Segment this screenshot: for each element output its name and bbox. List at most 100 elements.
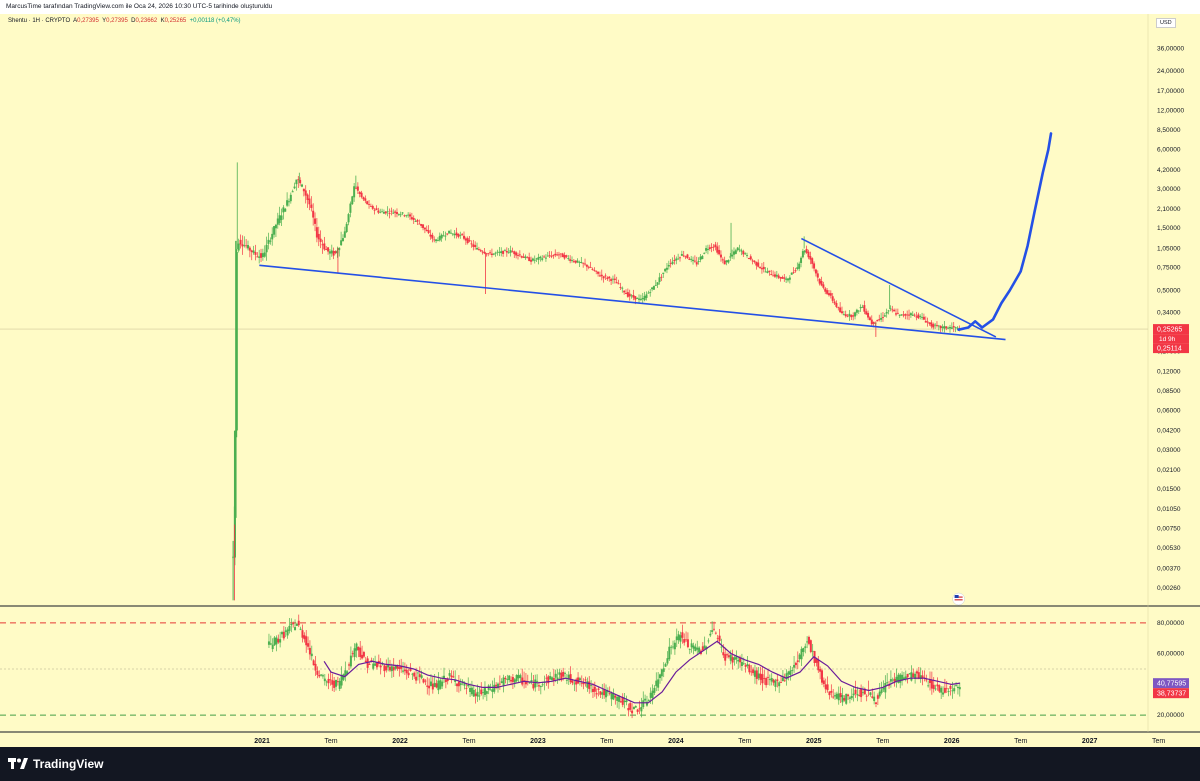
rsi-bar-body — [858, 695, 861, 696]
candle-body — [746, 255, 749, 256]
rsi-bar-body — [532, 683, 535, 689]
candle-body — [803, 250, 806, 253]
rsi-bar-body — [698, 647, 701, 653]
candle-body — [649, 292, 652, 294]
candle-body — [470, 243, 473, 245]
candle-body — [448, 230, 451, 234]
candle-body — [507, 252, 510, 254]
candle-body — [917, 314, 920, 319]
rsi-bar-body — [945, 688, 948, 690]
price-axis-tick-label: 1,50000 — [1157, 225, 1181, 232]
candle-body — [464, 238, 467, 241]
rsi-bar-body — [364, 660, 367, 662]
price-axis-tick-label: 0,01500 — [1157, 486, 1181, 493]
close-label: K — [160, 18, 165, 24]
candle-body — [366, 201, 369, 205]
rsi-bar-body — [692, 645, 695, 649]
rsi-bar-body — [919, 675, 922, 680]
rsi-bar-body — [513, 679, 516, 683]
candle-body — [904, 314, 907, 316]
candle-body — [485, 253, 488, 255]
rsi-bar-body — [338, 680, 341, 689]
price-axis-tick-label: 0,34000 — [1157, 309, 1181, 316]
candle-body — [466, 238, 469, 244]
candle-body — [524, 256, 527, 259]
candle-body — [896, 312, 899, 314]
candle-body — [427, 230, 430, 233]
rsi-bar-body — [791, 669, 794, 671]
rsi-bar-body — [305, 636, 308, 646]
price-axis-tick-label: 0,50000 — [1157, 287, 1181, 294]
tradingview-logo[interactable]: TradingView — [8, 757, 103, 771]
candle-body — [502, 250, 505, 254]
candle-body — [941, 326, 944, 328]
candle-body — [261, 253, 264, 258]
rsi-bar-body — [644, 698, 647, 701]
rsi-bar-body — [618, 696, 621, 702]
candle-body — [908, 314, 911, 316]
rsi-bar-body — [323, 678, 326, 682]
candle-body — [673, 259, 676, 262]
candle-body — [600, 274, 603, 277]
rsi-bar-body — [521, 677, 524, 685]
rsi-bar-body — [362, 652, 365, 657]
rsi-bar-body — [275, 637, 278, 645]
candle-body — [926, 321, 929, 323]
candle-body — [656, 282, 659, 285]
candle-body — [623, 290, 626, 293]
candle-body — [809, 256, 812, 260]
rsi-bar-body — [394, 665, 397, 669]
candle-body — [550, 255, 553, 257]
time-axis-tick-label: Tem — [1152, 738, 1165, 745]
candle-body — [667, 264, 670, 267]
rsi-bar-body — [938, 685, 941, 692]
candle-body — [328, 251, 331, 254]
candle-body — [796, 267, 799, 270]
rsi-bar-body — [824, 684, 827, 690]
time-axis-tick-label: Tem — [600, 738, 613, 745]
rsi-bar-body — [943, 687, 946, 693]
candle-body — [559, 253, 562, 255]
candle-body — [827, 293, 830, 296]
candle-body — [416, 220, 419, 222]
candle-body — [610, 279, 613, 281]
rsi-bar-body — [294, 627, 297, 631]
currency-button[interactable]: USD — [1156, 18, 1176, 28]
rsi-badge-value: 38,73737 — [1157, 691, 1186, 698]
candle-body — [632, 295, 635, 298]
candle-body — [325, 249, 328, 250]
candle-body — [500, 251, 503, 254]
candle-body — [742, 251, 745, 255]
price-badge — [1153, 324, 1189, 335]
rsi-bar-body — [893, 678, 896, 682]
rsi-bar-body — [593, 686, 596, 692]
rsi-bar-body — [459, 683, 462, 686]
candle-body — [701, 255, 704, 260]
time-axis-tick-label: 2021 — [254, 738, 270, 745]
rsi-bar-body — [889, 679, 892, 682]
candle-body — [813, 263, 816, 269]
time-axis-tick-label: Tem — [1014, 738, 1027, 745]
candle-body — [403, 215, 406, 217]
rsi-bar-body — [560, 672, 563, 681]
candle-body — [800, 257, 803, 263]
candle-body — [310, 204, 313, 208]
rsi-bar-body — [861, 692, 864, 694]
candle-body — [703, 252, 706, 254]
rsi-bar-body — [314, 663, 317, 671]
rsi-bar-body — [467, 684, 470, 687]
brand-name: TradingView — [33, 757, 104, 771]
rsi-bar-body — [601, 692, 604, 695]
candle-body — [762, 266, 765, 270]
symbol-name[interactable]: Shentu · 1H · CRYPTO — [8, 18, 71, 24]
rsi-bar-body — [711, 630, 714, 632]
candle-body — [591, 268, 594, 270]
candle-body — [381, 211, 384, 213]
candle-body — [345, 223, 348, 233]
rsi-bar-body — [491, 689, 494, 692]
rsi-bar-body — [584, 679, 587, 681]
candle-body — [420, 223, 423, 226]
chart-canvas[interactable]: 36,00000 24,00000 17,00000 12,00000 8,50000 6… — [0, 14, 1200, 747]
rsi-bar-body — [932, 684, 935, 689]
